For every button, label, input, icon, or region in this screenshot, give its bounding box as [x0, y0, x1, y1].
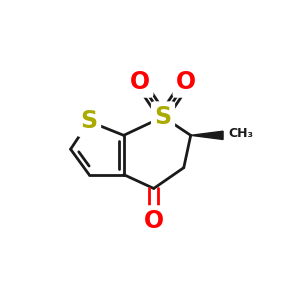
- Text: S: S: [80, 110, 98, 134]
- Text: O: O: [130, 70, 150, 94]
- Text: O: O: [176, 70, 196, 94]
- Text: CH₃: CH₃: [229, 127, 254, 140]
- Text: O: O: [144, 209, 164, 233]
- Text: S: S: [154, 105, 172, 129]
- Polygon shape: [191, 131, 223, 140]
